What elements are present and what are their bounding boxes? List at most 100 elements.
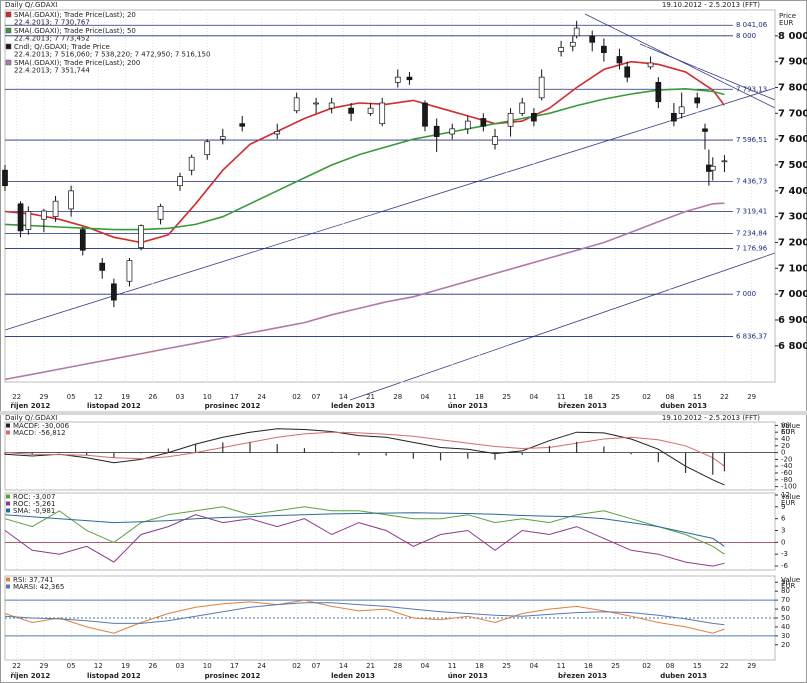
y-tick-label: 6 800: [778, 341, 807, 352]
candle-body: [406, 76, 413, 81]
legend-label: RSI: 37,741: [13, 576, 53, 584]
x-tick-label: 22: [12, 662, 21, 670]
candle-body: [239, 123, 246, 127]
legend-swatch: [6, 508, 10, 513]
x-tick-label: 12: [94, 393, 103, 401]
candle-body: [274, 131, 281, 135]
level-label: 7 319,41: [736, 208, 767, 216]
candle-body: [558, 47, 564, 52]
y-tick-label: 80: [781, 421, 790, 429]
y-tick-label: 20: [781, 641, 790, 649]
x-tick-label: 11: [448, 662, 457, 670]
candle-body: [678, 106, 685, 114]
histogram-bar: [603, 446, 605, 453]
legend-swatch: [6, 501, 10, 506]
indicator-line: [4, 602, 725, 626]
x-tick-label: 15: [693, 393, 702, 401]
x-tick-label: 22: [720, 662, 729, 670]
candle-body: [188, 156, 195, 171]
y-tick-label: 6: [781, 515, 786, 523]
candle-body: [694, 97, 701, 104]
x-tick-label: 02: [642, 662, 651, 670]
histogram-bar: [712, 452, 714, 475]
month-label: únor 2013: [448, 672, 488, 680]
x-tick-label: 11: [448, 393, 457, 401]
y-tick-label: 7 000: [778, 289, 807, 300]
candle-body: [601, 45, 607, 53]
candle-body: [531, 112, 537, 122]
candle-body: [569, 41, 576, 47]
x-tick-label: 25: [611, 662, 620, 670]
candle-body: [573, 27, 580, 37]
legend-label: SMA(.GDAXI); Trade Price(Last); 200: [14, 59, 140, 67]
candle-body: [721, 160, 728, 163]
y-tick-label: -40: [781, 462, 792, 470]
legend-label: ROC: -3,007: [13, 493, 55, 501]
candle-body: [328, 102, 335, 109]
candle-body: [177, 176, 183, 187]
level-label: 7 234,84: [736, 229, 768, 237]
axis-unit: EUR: [781, 499, 796, 507]
histogram-bar: [385, 452, 387, 456]
x-tick-label: 21: [366, 662, 375, 670]
trend-line: [639, 43, 776, 101]
candle-body: [293, 97, 300, 112]
y-tick-label: 0: [781, 538, 785, 546]
x-tick-label: 24: [257, 662, 266, 670]
y-tick-label: 30: [781, 632, 790, 640]
legend-label: ROC: -5,261: [13, 500, 55, 508]
x-tick-label: 02: [292, 662, 301, 670]
candle-body: [348, 107, 354, 114]
x-tick-label: 04: [421, 393, 430, 401]
candle-body: [17, 203, 24, 232]
histogram-bar: [358, 452, 360, 456]
histogram-bar: [576, 441, 578, 453]
candle-body: [464, 120, 471, 130]
candle-body: [492, 136, 498, 145]
x-tick-label: 05: [67, 662, 76, 670]
y-tick-label: -3: [781, 550, 788, 558]
histogram-bar: [548, 445, 551, 453]
y-tick-label: 7 100: [778, 263, 807, 274]
histogram-bar: [4, 452, 6, 455]
candle-body: [126, 260, 133, 282]
histogram-bar: [86, 452, 88, 455]
x-tick-label: 08: [666, 393, 675, 401]
y-tick-label: 6 900: [778, 315, 807, 326]
y-tick-label: 70: [781, 596, 790, 604]
y-tick-label: 12: [781, 491, 790, 499]
month-label: prosinec 2012: [205, 402, 261, 410]
moving-average: [4, 87, 725, 231]
candle-body: [519, 102, 526, 114]
y-tick-label: 40: [781, 435, 790, 443]
moving-average: [4, 202, 725, 381]
x-tick-label: 22: [720, 393, 729, 401]
legend-swatch: [6, 577, 10, 582]
histogram-bar: [723, 452, 726, 472]
candle-body: [702, 128, 708, 132]
x-tick-label: 03: [176, 393, 185, 401]
month-label: prosinec 2012: [205, 672, 261, 680]
candle-body: [589, 35, 596, 43]
candle-body: [219, 136, 226, 140]
trend-lines: [4, 13, 776, 401]
axis-unit: EUR: [779, 19, 794, 27]
x-tick-label: 17: [230, 662, 239, 670]
candle-body: [422, 102, 428, 127]
indicator-line: [4, 514, 725, 567]
x-tick-label: 11: [557, 662, 566, 670]
x-tick-label: 02: [642, 393, 651, 401]
histogram-bar: [412, 452, 414, 459]
moving-average: [4, 60, 726, 244]
x-tick-label: 22: [12, 393, 21, 401]
x-tick-label: 18: [584, 662, 593, 670]
histogram-bar: [657, 452, 659, 463]
y-tick-label: 7 400: [778, 186, 807, 197]
indicator-line: [4, 428, 725, 486]
chart-title: Daily Q/.GDAXI: [5, 1, 57, 9]
indicator-line: [4, 599, 725, 634]
y-tick-label: 7 600: [778, 134, 807, 145]
histogram-bar: [113, 452, 115, 458]
panel-subtitle: 19.10.2012 - 2.5.2013 (FFT): [662, 414, 760, 422]
